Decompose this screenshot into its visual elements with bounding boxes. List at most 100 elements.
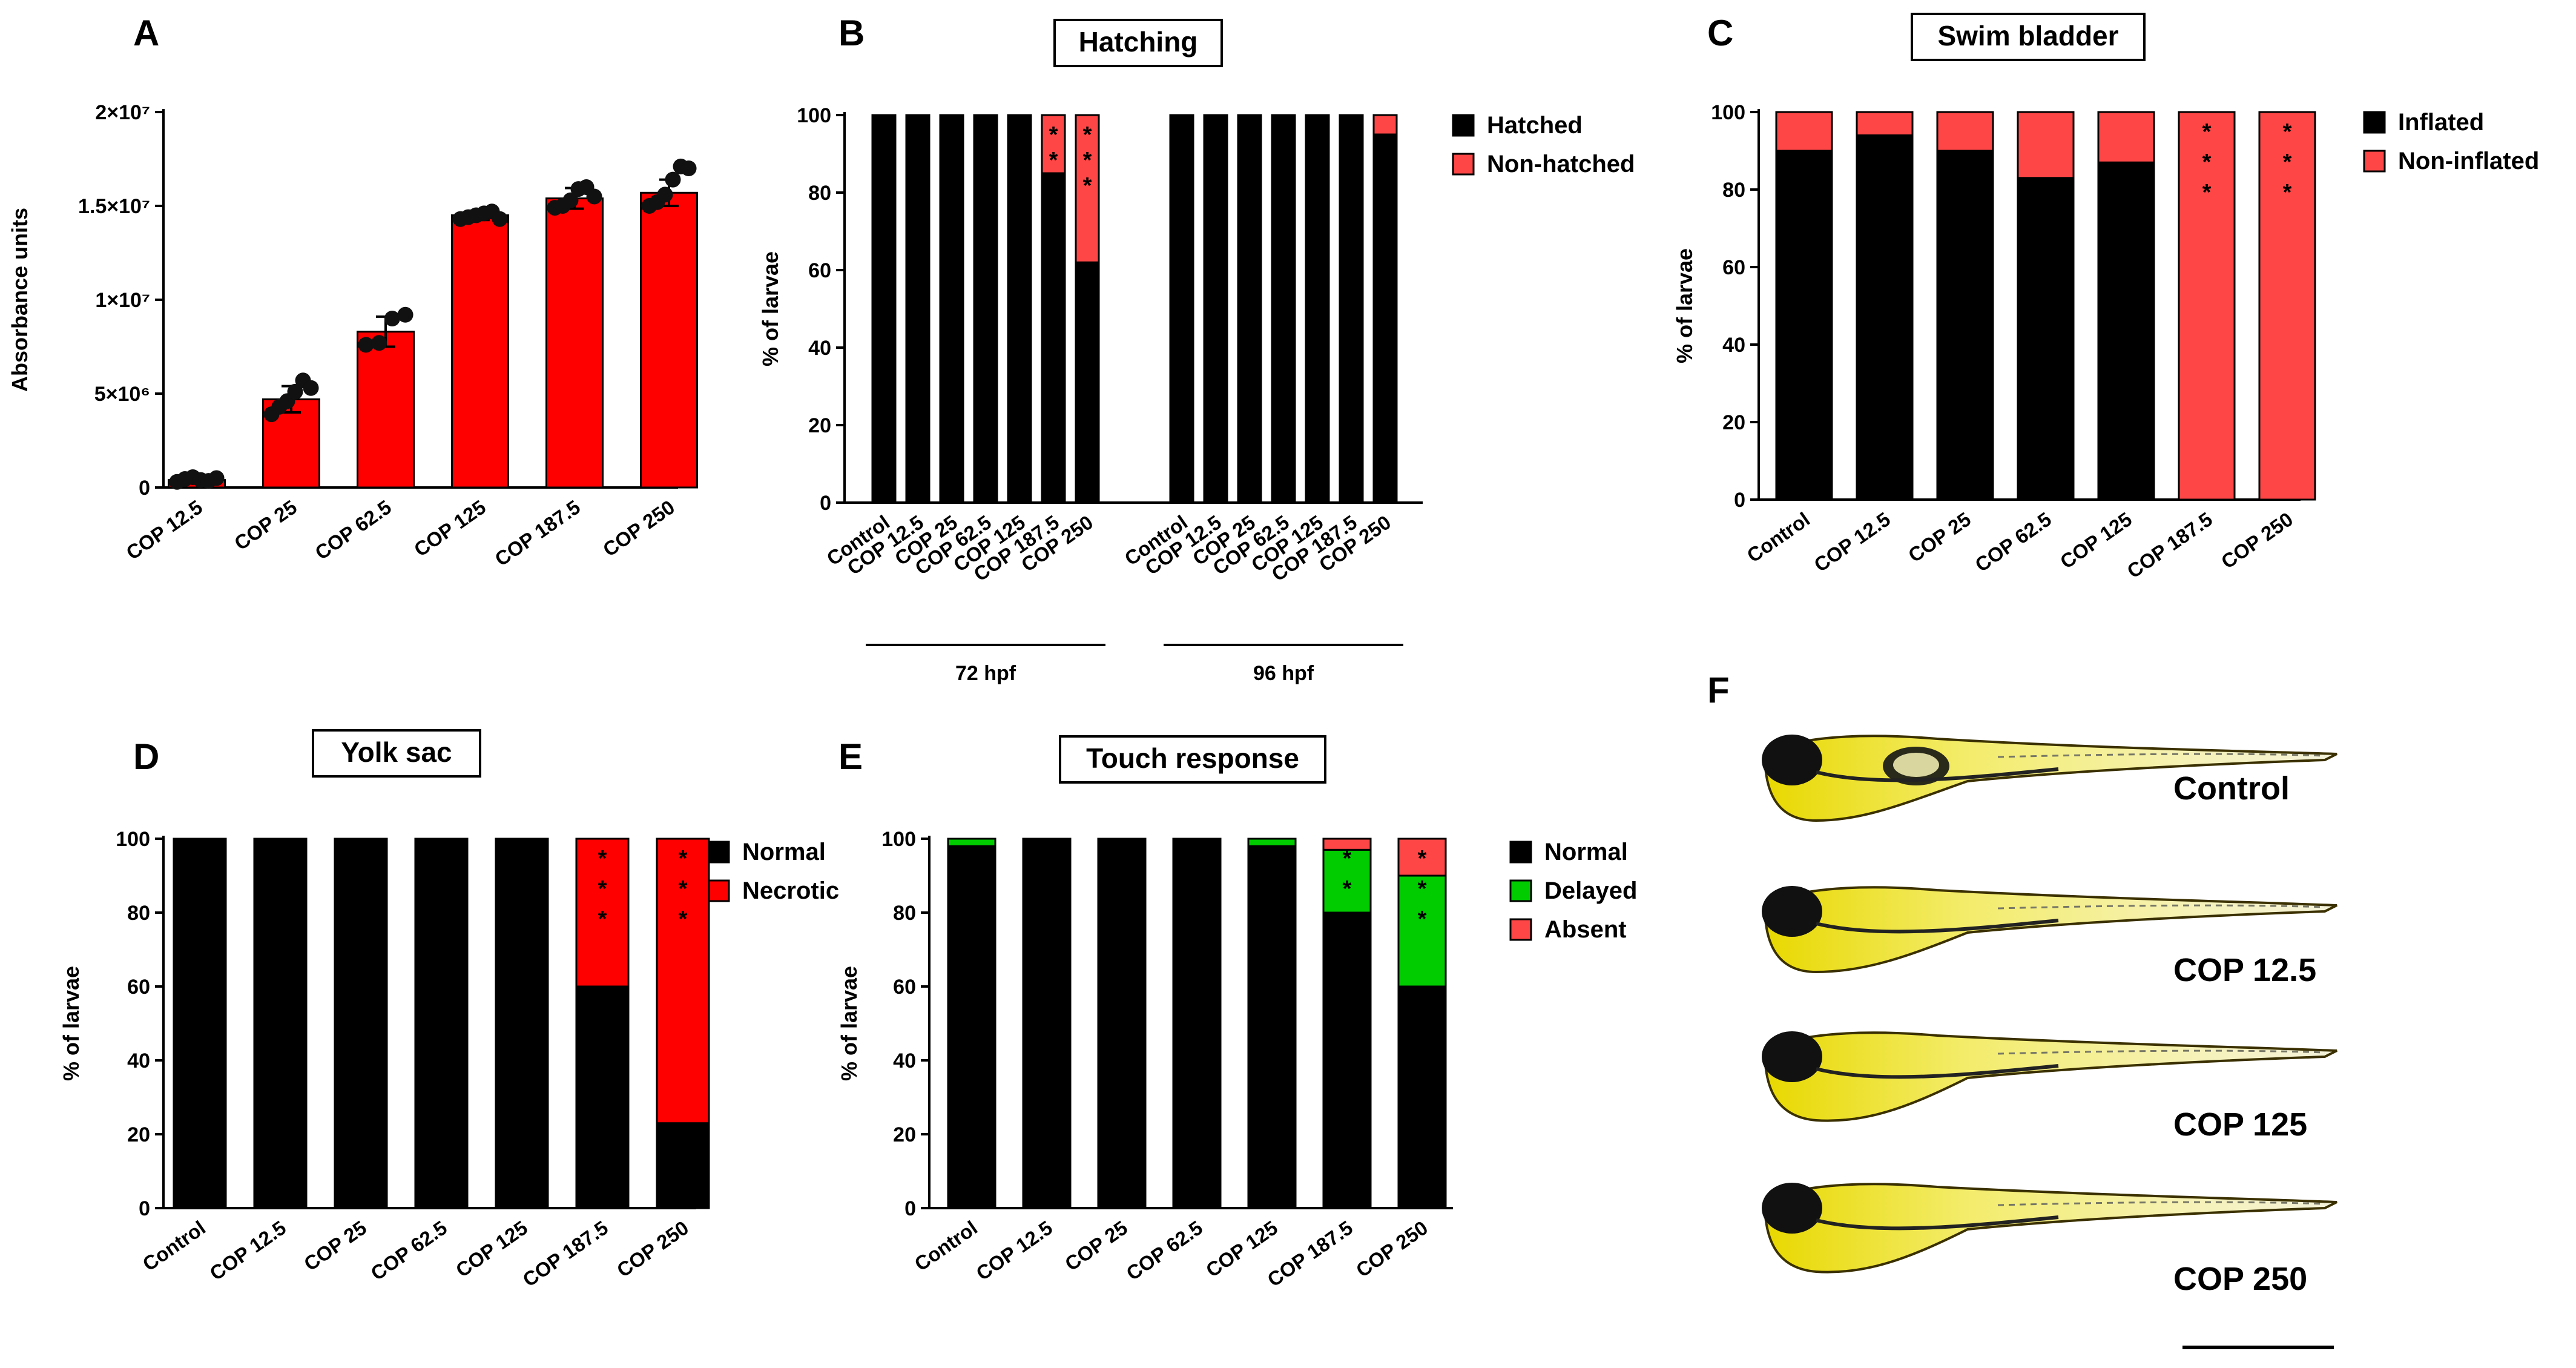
bar-segment-normal-cop-250 bbox=[1397, 985, 1447, 1209]
significance-star: * bbox=[1049, 148, 1058, 173]
y-tick-label-d: 100 bbox=[116, 828, 150, 851]
significance-star: * bbox=[1418, 876, 1427, 902]
legend-swatch-non-hatched bbox=[1452, 153, 1475, 176]
data-point-cop-62-5 bbox=[358, 337, 374, 353]
y-tick-label-c: 80 bbox=[1722, 179, 1745, 202]
bar-segment-hatched-cop-25 bbox=[939, 114, 964, 504]
panel-letter-f: F bbox=[1707, 670, 1730, 710]
bar-cop-250 bbox=[640, 191, 698, 489]
y-axis-title-c: % of larvae bbox=[1672, 248, 1697, 363]
x-tick-label-d-6-cop-250: COP 250 bbox=[613, 1216, 693, 1281]
significance-star: * bbox=[2202, 180, 2212, 205]
bar-segment-hatched-cop-25 bbox=[1237, 114, 1262, 504]
bar-segment-normal-cop-12-5 bbox=[1022, 838, 1072, 1209]
bar-segment-hatched-control bbox=[871, 114, 897, 504]
significance-star: * bbox=[1083, 173, 1092, 199]
y-tick-label-d: 20 bbox=[127, 1123, 150, 1146]
legend-label-absent: Absent bbox=[1544, 916, 1627, 943]
significance-star: * bbox=[1418, 846, 1427, 871]
bar-segment-normal-control bbox=[173, 838, 227, 1209]
panel-letter-c: C bbox=[1707, 13, 1733, 53]
y-tick-label-b: 80 bbox=[808, 182, 831, 205]
significance-star: * bbox=[598, 876, 607, 902]
y-tick-label-e: 80 bbox=[893, 902, 916, 925]
bar-cop-187-5 bbox=[545, 197, 604, 489]
data-point-cop-25 bbox=[303, 380, 319, 396]
y-tick-label-a: 1.5×10⁷ bbox=[78, 195, 150, 218]
x-tick-label-c-0-control: Control bbox=[1743, 507, 1814, 567]
bar-segment-hatched-cop-187-5 bbox=[1339, 114, 1364, 504]
significance-star: * bbox=[679, 907, 688, 932]
significance-star: * bbox=[1418, 907, 1427, 932]
significance-star: * bbox=[679, 846, 688, 871]
bar-segment-non-inflated-cop-250 bbox=[2258, 111, 2316, 501]
data-point-cop-25 bbox=[287, 383, 303, 400]
bar-segment-hatched-cop-250 bbox=[1075, 261, 1100, 504]
data-point-cop-125 bbox=[492, 211, 508, 227]
y-tick-label-e: 0 bbox=[904, 1197, 916, 1220]
bar-segment-non-inflated-cop-25 bbox=[1936, 111, 1994, 152]
significance-star: * bbox=[2283, 180, 2292, 205]
y-tick-label-c: 0 bbox=[1734, 489, 1745, 512]
larva-label-cop-125: COP 125 bbox=[2173, 1106, 2307, 1143]
bar-segment-normal-cop-125 bbox=[495, 838, 549, 1209]
significance-star: * bbox=[598, 846, 607, 871]
y-axis-title-d: % of larvae bbox=[59, 966, 84, 1081]
bar-segment-absent-cop-250 bbox=[1397, 838, 1447, 877]
x-tick-label-c-2-cop-25: COP 25 bbox=[1904, 507, 1975, 566]
y-axis-title-e: % of larvae bbox=[837, 966, 861, 1081]
significance-star: * bbox=[2283, 150, 2292, 175]
bar-segment-non-inflated-cop-12-5 bbox=[1856, 111, 1914, 136]
larva-image-cop-12-5 bbox=[1762, 886, 2337, 974]
legend-label-non-inflated: Non-inflated bbox=[2398, 148, 2539, 174]
x-tick-label-c-6-cop-250: COP 250 bbox=[2217, 507, 2297, 573]
x-tick-label-d-0-control: Control bbox=[139, 1216, 209, 1275]
legend-swatch-hatched bbox=[1452, 114, 1475, 137]
bar-segment-normal-cop-187-5 bbox=[1322, 911, 1372, 1209]
y-tick-label-c: 100 bbox=[1711, 101, 1745, 124]
y-tick-label-c: 20 bbox=[1722, 411, 1745, 434]
legend-swatch-delayed bbox=[1509, 879, 1532, 902]
y-tick-label-d: 40 bbox=[127, 1049, 150, 1072]
bar-segment-hatched-cop-125 bbox=[1305, 114, 1330, 504]
x-tick-label-a-cop-12-5: COP 12.5 bbox=[122, 495, 206, 564]
data-point-cop-62-5 bbox=[371, 335, 387, 351]
bar-segment-necrotic-cop-187-5 bbox=[575, 838, 630, 988]
significance-star: * bbox=[2283, 119, 2292, 145]
larva-label-cop-12-5: COP 12.5 bbox=[2173, 952, 2316, 988]
bar-segment-normal-cop-25 bbox=[334, 838, 388, 1209]
bar-segment-hatched-cop-62-5 bbox=[1271, 114, 1296, 504]
bar-segment-delayed-control bbox=[947, 838, 996, 847]
bar-segment-inflated-cop-12-5 bbox=[1856, 134, 1914, 501]
bar-segment-non-inflated-control bbox=[1775, 111, 1833, 152]
legend-label-normal: Normal bbox=[1544, 839, 1628, 865]
chart-title-c: Swim bladder bbox=[1937, 20, 2118, 51]
x-tick-label-c-5-cop-187-5: COP 187.5 bbox=[2123, 507, 2216, 583]
y-tick-label-a: 5×10⁶ bbox=[94, 383, 150, 406]
legend-swatch-absent bbox=[1509, 918, 1532, 941]
x-tick-label-e-6-cop-250: COP 250 bbox=[1352, 1216, 1432, 1281]
bar-segment-inflated-cop-125 bbox=[2097, 161, 2155, 501]
bar-cop-62-5 bbox=[357, 331, 415, 489]
chart-title-box-d bbox=[312, 729, 481, 778]
panel-letter-e: E bbox=[838, 736, 863, 777]
data-point-cop-187-5 bbox=[586, 188, 602, 205]
bar-segment-hatched-cop-12-5 bbox=[1203, 114, 1228, 504]
chart-title-d: Yolk sac bbox=[341, 736, 452, 768]
y-tick-label-d: 0 bbox=[139, 1197, 150, 1220]
data-point-cop-12-5 bbox=[208, 470, 225, 486]
y-tick-label-a: 0 bbox=[139, 477, 150, 500]
bar-segment-delayed-cop-187-5 bbox=[1322, 848, 1372, 914]
x-tick-label-d-1-cop-12-5: COP 12.5 bbox=[206, 1216, 290, 1284]
larva-image-cop-125 bbox=[1762, 1031, 2337, 1122]
significance-star: * bbox=[2202, 119, 2212, 145]
bar-segment-delayed-cop-125 bbox=[1247, 838, 1297, 847]
bar-segment-normal-cop-250 bbox=[656, 1122, 710, 1209]
data-point-cop-62-5 bbox=[384, 311, 400, 326]
x-tick-label-c-1-cop-12-5: COP 12.5 bbox=[1810, 507, 1894, 576]
panel-letter-a: A bbox=[133, 13, 159, 53]
group-label-72-hpf: 72 hpf bbox=[955, 662, 1016, 685]
y-tick-label-b: 20 bbox=[808, 414, 831, 437]
y-tick-label-e: 60 bbox=[893, 976, 916, 999]
data-point-cop-250 bbox=[680, 160, 697, 176]
